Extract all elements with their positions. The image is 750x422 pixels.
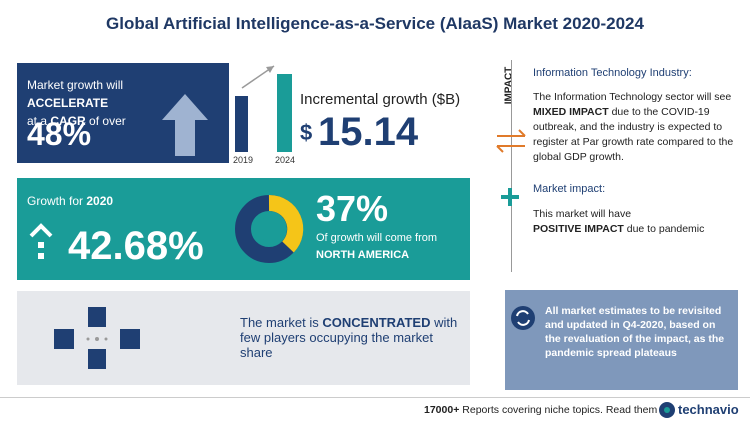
region-text: Of growth will come from: [316, 232, 438, 244]
buildings-icon: [54, 307, 140, 369]
cagr-emph1: ACCELERATE: [27, 96, 109, 110]
region-value: 37%: [316, 188, 389, 229]
cagr-text3: of over: [89, 114, 126, 128]
impact-heading: IMPACT: [503, 66, 515, 105]
growth-year: 2020: [86, 194, 114, 208]
concentration-text1: The market is: [240, 315, 319, 330]
industry-emph: MIXED IMPACT: [533, 106, 609, 118]
market-emph: POSITIVE IMPACT: [533, 223, 624, 235]
incremental-value: 15.14: [318, 110, 419, 154]
divider: [511, 60, 512, 272]
footer-caption: Reports covering niche topics. Read them…: [462, 404, 669, 416]
dotted-arrow-icon: [29, 223, 53, 259]
footer-count: 17000+: [424, 404, 460, 416]
industry-text: The Information Technology sector will s…: [533, 90, 745, 165]
market-title: Market impact:: [533, 183, 606, 195]
cagr-text1: Market growth will: [27, 78, 124, 92]
currency: $: [300, 120, 313, 145]
footer-rule: [0, 397, 750, 398]
plus-icon: [501, 188, 519, 206]
brand: technavio: [678, 402, 739, 417]
industry-text2: due to the COVID-19 outbreak, and the in…: [533, 106, 734, 163]
market-text: This market will have POSITIVE IMPACT du…: [533, 207, 743, 237]
brand-icon: [659, 402, 675, 418]
market-text1: This market will have: [533, 208, 632, 220]
note-box: [505, 290, 738, 390]
growth-label-text: Growth for: [27, 194, 84, 208]
cagr-text2: at a: [27, 114, 48, 128]
note-text: All market estimates to be revisited and…: [545, 305, 725, 359]
title: Global Artificial Intelligence-as-a-Serv…: [106, 14, 644, 33]
incremental-label: Incremental growth ($B): [300, 91, 461, 108]
concentration-emph: CONCENTRATED: [322, 315, 431, 330]
donut-icon: [235, 194, 304, 263]
growth-label: Growth for 2020: [27, 194, 113, 208]
concentration-text2: with few players occupying the market sh…: [240, 315, 458, 360]
refresh-icon: [511, 306, 535, 330]
growth-bars-icon: [235, 65, 292, 152]
concentration-text: The market is CONCENTRATED with few play…: [240, 315, 460, 360]
footer-text: 17000+ Reports covering niche topics. Re…: [424, 404, 669, 416]
industry-text1: The Information Technology sector will s…: [533, 91, 732, 103]
concentration-box: [17, 291, 470, 385]
region-name: NORTH AMERICA: [316, 249, 410, 261]
market-text2: due to pandemic: [626, 223, 705, 235]
year-label: 2024: [275, 155, 296, 165]
growth-value: 42.68%: [68, 224, 204, 268]
year-label: 2019: [233, 155, 254, 165]
cagr-value: 48%: [27, 116, 92, 152]
cagr-text: Market growth will ACCELERATE at a CAGR …: [27, 76, 207, 130]
up-arrow-icon: [162, 94, 208, 156]
exchange-icon: [496, 129, 526, 153]
industry-title: Information Technology Industry:: [533, 67, 692, 79]
cagr-emph2: CAGR: [50, 114, 86, 128]
